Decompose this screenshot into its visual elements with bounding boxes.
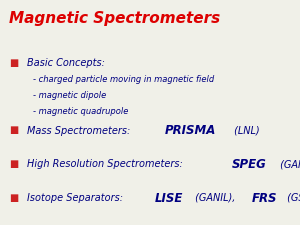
Text: Basic Concepts:: Basic Concepts: [27, 58, 105, 68]
Text: (LNL): (LNL) [230, 126, 259, 135]
Text: ■: ■ [9, 193, 18, 203]
Text: LISE: LISE [155, 191, 183, 205]
Text: FRS: FRS [251, 191, 277, 205]
Text: Isotope Separators:: Isotope Separators: [27, 193, 126, 203]
Text: ■: ■ [9, 126, 18, 135]
Text: - charged particle moving in magnetic field: - charged particle moving in magnetic fi… [33, 75, 214, 84]
Text: (GSI): (GSI) [284, 193, 300, 203]
Text: Mass Spectrometers:: Mass Spectrometers: [27, 126, 134, 135]
Text: - magnetic dipole: - magnetic dipole [33, 91, 106, 100]
Text: (GANIL),: (GANIL), [191, 193, 238, 203]
Text: Magnetic Spectrometers: Magnetic Spectrometers [9, 11, 220, 26]
Text: ■: ■ [9, 159, 18, 169]
Text: ■: ■ [9, 58, 18, 68]
Text: High Resolution Spectrometers:: High Resolution Spectrometers: [27, 159, 186, 169]
Text: - magnetic quadrupole: - magnetic quadrupole [33, 107, 128, 116]
Text: PRISMA: PRISMA [164, 124, 216, 137]
Text: (GANIL): (GANIL) [277, 159, 300, 169]
Text: SPEG: SPEG [232, 158, 267, 171]
